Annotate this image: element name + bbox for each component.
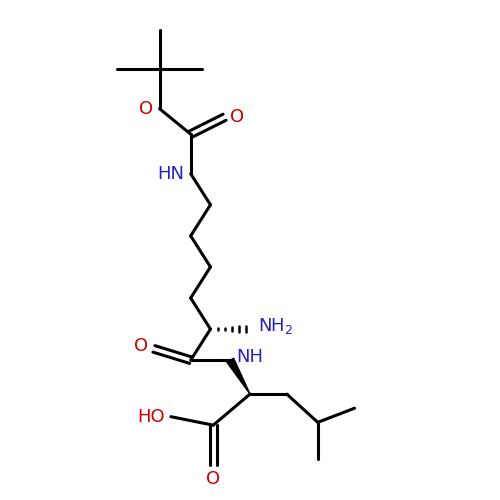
Text: HO: HO bbox=[138, 408, 165, 426]
Text: O: O bbox=[138, 100, 153, 117]
Text: O: O bbox=[230, 108, 244, 126]
Text: O: O bbox=[206, 470, 220, 488]
Text: NH: NH bbox=[236, 348, 263, 366]
Polygon shape bbox=[227, 358, 250, 394]
Text: O: O bbox=[134, 337, 148, 355]
Text: NH$_2$: NH$_2$ bbox=[258, 316, 294, 336]
Text: HN: HN bbox=[157, 164, 184, 182]
